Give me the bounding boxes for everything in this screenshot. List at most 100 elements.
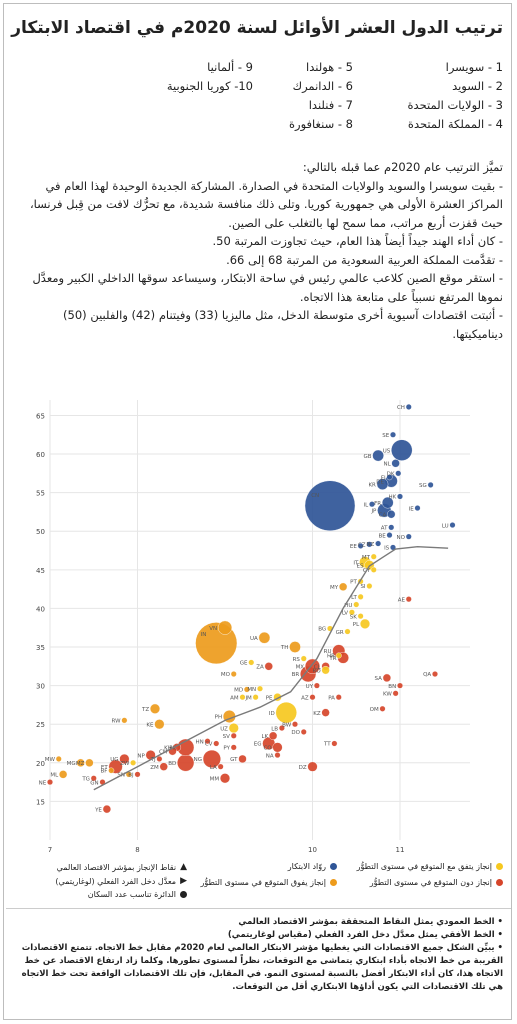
data-point xyxy=(274,752,281,759)
data-point xyxy=(248,659,255,666)
data-point xyxy=(219,773,231,784)
rank-item: 1 - سويسرا xyxy=(445,60,503,74)
rank-item: 5 - هولندا xyxy=(306,60,353,74)
data-point xyxy=(338,582,348,591)
data-point xyxy=(313,682,320,689)
data-point xyxy=(391,439,413,461)
legend-leaders: روّاد الابتكار xyxy=(288,862,337,871)
y-tick-label: 25 xyxy=(36,721,45,729)
point-label: PY xyxy=(223,746,230,752)
data-point xyxy=(357,542,364,549)
data-point xyxy=(386,532,393,539)
legend-horizontal-axis: ▶ معدَّل دخل الفرد الفعلي (لوغاريتمي) xyxy=(55,876,187,886)
data-point xyxy=(268,731,278,740)
data-point xyxy=(449,522,456,529)
point-label: TH xyxy=(280,645,289,651)
data-point xyxy=(372,449,384,462)
point-label: LV xyxy=(342,610,348,616)
point-label: CN xyxy=(311,493,319,499)
point-label: BF xyxy=(101,769,108,775)
data-point xyxy=(392,690,399,697)
scatter-chart: 15 20 25 30 35 40 45 50 55 60 65 7 8 10 11 CH SE US GB NL DK… xyxy=(36,400,470,854)
data-point xyxy=(278,725,285,732)
data-point xyxy=(217,620,233,635)
point-label: MZ xyxy=(76,761,85,767)
point-label: BD xyxy=(168,761,176,767)
trend-line xyxy=(93,545,449,791)
point-label: IS xyxy=(384,546,390,552)
data-point xyxy=(381,496,394,509)
legend-marker xyxy=(330,863,337,870)
point-label: EG xyxy=(254,742,262,748)
legend-vertical-axis: ▲ نقاط الإنجاز بمؤشر الاقتصاد العالمي xyxy=(57,862,187,872)
data-point xyxy=(177,754,195,772)
data-point xyxy=(289,641,301,653)
legend-label: إنجاز دون المتوقع في مستوى التطوُّر xyxy=(369,878,492,887)
data-point xyxy=(76,758,85,767)
note-line: • يبيِّن الشكل جميع الاقتصادات التي يغطي… xyxy=(21,943,503,992)
point-label: CH xyxy=(397,405,405,411)
point-label: BJ xyxy=(128,773,134,779)
data-point xyxy=(382,673,392,683)
legend-marker xyxy=(496,879,503,886)
data-point xyxy=(397,493,404,500)
y-tick-label: 55 xyxy=(36,490,45,498)
data-point xyxy=(121,717,128,724)
data-point xyxy=(370,553,377,560)
data-point xyxy=(90,775,97,782)
point-label: ML xyxy=(50,773,59,779)
arrow-right-icon: ▶ xyxy=(180,876,187,886)
point-label: GE xyxy=(240,661,248,667)
rank-column-3: 9 - ألمانيا 10- كوريا الجنوبية xyxy=(167,58,253,96)
data-point xyxy=(292,721,299,728)
y-tick-label: 20 xyxy=(36,760,45,768)
y-tick-label: 40 xyxy=(36,605,45,613)
point-label: PA xyxy=(328,695,335,701)
point-label: AT xyxy=(381,526,388,532)
point-label: CL xyxy=(314,665,322,671)
data-point xyxy=(204,738,211,745)
point-label: MO xyxy=(221,672,231,678)
data-point xyxy=(391,459,400,468)
point-label: GT xyxy=(230,757,238,763)
data-point xyxy=(309,694,316,701)
intro-paragraph: - استقر موقع الصين كلاعب عالمي رئيس في س… xyxy=(32,271,503,304)
point-label: AE xyxy=(398,597,406,603)
data-point xyxy=(108,767,115,774)
point-label: MT xyxy=(362,555,371,561)
legend-marker xyxy=(330,879,337,886)
point-label: ZA xyxy=(256,665,264,671)
x-tick-label: 7 xyxy=(48,846,52,854)
point-label: TJ xyxy=(150,757,156,763)
note-line: • الخط الأفقي يمثل معدَّل دخل الفرد الفع… xyxy=(227,930,503,940)
data-point xyxy=(387,510,396,519)
point-label: BG xyxy=(318,627,326,633)
data-point xyxy=(239,694,246,701)
x-tick-label: 10 xyxy=(308,846,317,854)
data-point xyxy=(321,666,330,675)
data-point xyxy=(230,732,237,739)
data-point xyxy=(58,770,68,779)
point-label: RU xyxy=(324,649,332,655)
rank-column-2: 5 - هولندا 6 - الدانمرك 7 - فنلندا 8 - س… xyxy=(289,58,353,134)
data-point xyxy=(405,403,412,410)
point-label: LU xyxy=(442,523,449,529)
data-point xyxy=(154,719,165,730)
point-label: CA xyxy=(379,512,387,518)
point-label: BE xyxy=(378,533,386,539)
data-point xyxy=(395,470,402,477)
point-label: KR xyxy=(368,482,376,488)
point-label: SK xyxy=(350,614,357,620)
data-point xyxy=(119,753,130,764)
data-point xyxy=(386,474,393,481)
data-point xyxy=(230,671,237,678)
data-point xyxy=(217,763,224,770)
point-label: US xyxy=(383,448,391,454)
point-label: NO xyxy=(396,535,405,541)
data-point xyxy=(369,501,376,508)
data-point xyxy=(405,533,412,540)
data-point xyxy=(159,762,168,771)
point-label: CO xyxy=(263,746,272,752)
intro-paragraph: - بقيت سويسرا والسويد والولايات المتحدة … xyxy=(29,178,503,230)
point-label: UA xyxy=(250,636,258,642)
